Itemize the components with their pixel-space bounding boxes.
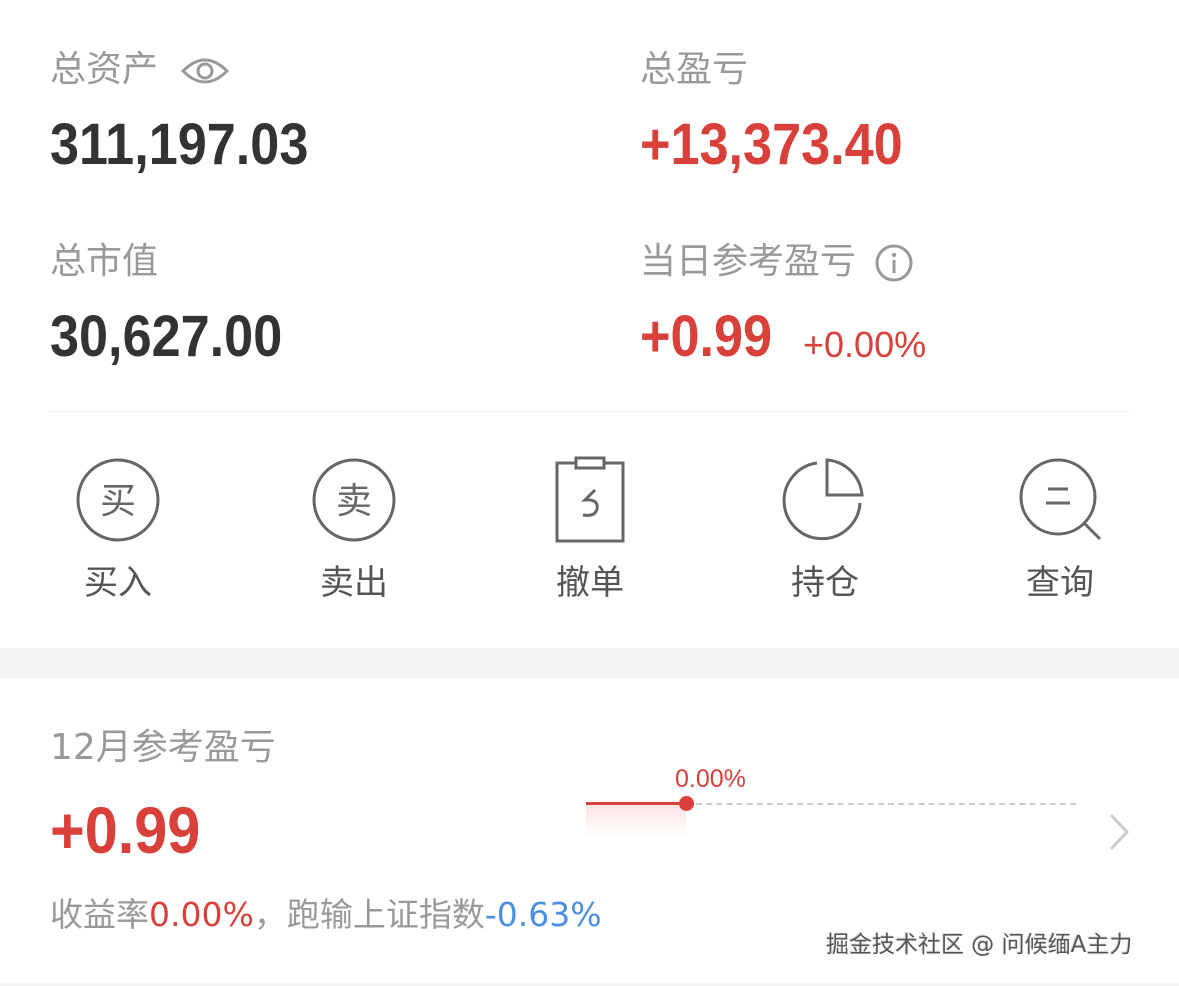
total-assets-value: 311,197.03: [50, 112, 309, 177]
total-assets-label: 总资产: [50, 48, 230, 92]
chart-point-label: 0.00%: [675, 765, 746, 793]
daily-pnl-value: +0.99: [640, 304, 773, 369]
daily-pnl-label: 当日参考盈亏: [640, 240, 914, 284]
watermark: 掘金技术社区 @ 问候缅A主力: [826, 932, 1133, 958]
divider: [50, 411, 1130, 412]
chart-line: [586, 802, 686, 805]
monthly-pnl-value: +0.99: [50, 793, 201, 867]
eye-icon[interactable]: [180, 55, 230, 87]
chevron-right-icon[interactable]: [1106, 812, 1132, 852]
sell-icon: 卖: [312, 458, 396, 542]
chart-area-fill: [586, 804, 686, 838]
info-icon[interactable]: [874, 243, 914, 283]
query-label: 查询: [1026, 563, 1094, 603]
svg-text:买: 买: [100, 481, 136, 522]
buy-button[interactable]: 买 买入: [38, 455, 198, 615]
daily-pnl-percent: +0.00%: [803, 324, 927, 365]
chart-baseline: [686, 803, 1076, 805]
total-pnl-label: 总盈亏: [640, 49, 749, 90]
market-value-value: 30,627.00: [50, 304, 283, 369]
sell-button[interactable]: 卖 卖出: [274, 455, 434, 615]
market-value-label: 总市值: [50, 241, 159, 282]
positions-button[interactable]: 持仓: [745, 455, 905, 615]
return-line: 收益率0.00%，跑输上证指数-0.63%: [50, 895, 602, 934]
cancel-order-button[interactable]: 撤单: [510, 455, 670, 615]
monthly-pnl-label: 12月参考盈亏: [50, 727, 276, 768]
clipboard-undo-icon: [555, 456, 625, 543]
section-gap: [0, 648, 1179, 678]
chart-point: [679, 796, 694, 811]
buy-icon: 买: [76, 458, 160, 542]
positions-label: 持仓: [791, 563, 859, 603]
pie-chart-icon: [782, 458, 864, 541]
total-pnl-value: +13,373.40: [640, 112, 903, 177]
bottom-divider: [0, 983, 1179, 986]
search-icon: [1019, 458, 1102, 541]
sell-label: 卖出: [320, 563, 388, 603]
cancel-order-label: 撤单: [556, 563, 624, 603]
query-button[interactable]: 查询: [980, 455, 1140, 615]
buy-label: 买入: [84, 563, 152, 603]
svg-text:卖: 卖: [336, 481, 372, 522]
